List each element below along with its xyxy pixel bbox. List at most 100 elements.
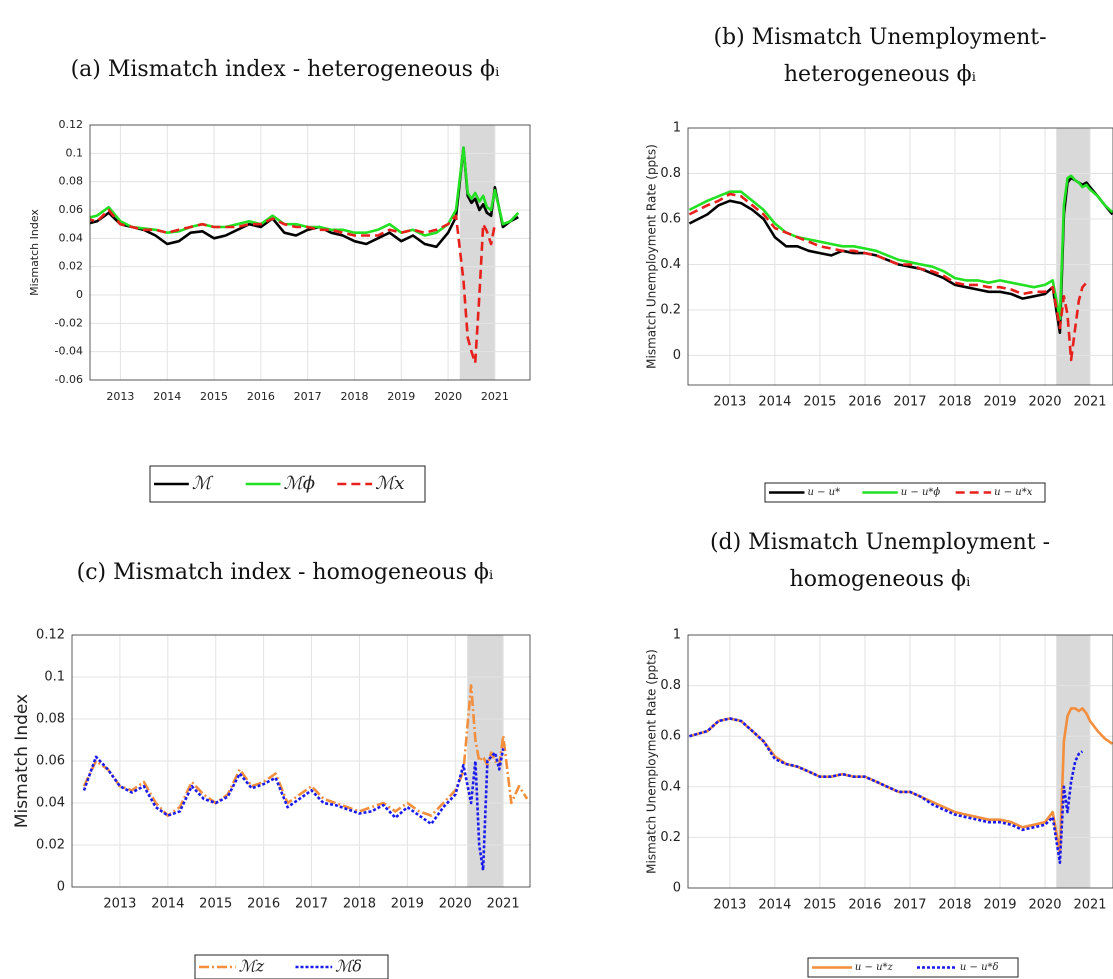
chart-panel: (a) Mismatch index - heterogeneous ϕᵢ -0.… bbox=[28, 57, 531, 503]
y-tick-label: 1 bbox=[673, 628, 681, 643]
legend-label: ℳz bbox=[239, 957, 265, 976]
chart-title: (a) Mismatch index - heterogeneous ϕᵢ bbox=[71, 57, 500, 82]
series-line bbox=[82, 748, 505, 872]
y-tick-label: 0.02 bbox=[59, 260, 84, 273]
x-tick-label: 2017 bbox=[294, 390, 322, 403]
y-tick-label: 0.08 bbox=[36, 712, 65, 727]
x-tick-label: 2019 bbox=[983, 395, 1016, 410]
y-tick-label: 0.12 bbox=[36, 628, 65, 643]
legend-label: ℳδ bbox=[335, 957, 362, 976]
plot-area bbox=[688, 128, 1113, 385]
y-tick-label: 0 bbox=[76, 288, 83, 301]
y-axis-label: Mismatch Unemployment Rate (ppts) bbox=[645, 144, 659, 369]
legend-label: ℳ bbox=[192, 473, 214, 494]
x-tick-label: 2017 bbox=[893, 898, 926, 913]
x-tick-label: 2020 bbox=[439, 897, 472, 912]
y-tick-label: 0 bbox=[673, 881, 681, 896]
x-tick-label: 2017 bbox=[893, 395, 926, 410]
x-tick-label: 2015 bbox=[200, 390, 228, 403]
x-tick-label: 2014 bbox=[151, 897, 184, 912]
series-line bbox=[689, 717, 1084, 864]
legend-label: ℳx bbox=[375, 473, 404, 494]
x-tick-label: 2018 bbox=[340, 390, 368, 403]
y-tick-label: -0.02 bbox=[55, 316, 83, 329]
x-tick-label: 2021 bbox=[487, 897, 520, 912]
plot-area bbox=[90, 125, 530, 380]
legend-label: u − u*z bbox=[855, 962, 894, 973]
y-tick-label: 0.8 bbox=[660, 678, 681, 693]
y-tick-label: 0.12 bbox=[59, 118, 84, 131]
chart-title: heterogeneous ϕᵢ bbox=[784, 62, 977, 87]
x-tick-label: 2020 bbox=[1028, 898, 1061, 913]
chart-panel: (c) Mismatch index - homogeneous ϕᵢ 0 0.02… bbox=[12, 560, 531, 979]
y-tick-label: 0.02 bbox=[36, 838, 65, 853]
x-tick-label: 2016 bbox=[848, 898, 881, 913]
x-tick-label: 2021 bbox=[1073, 395, 1106, 410]
x-tick-label: 2014 bbox=[758, 898, 791, 913]
x-tick-label: 2013 bbox=[106, 390, 134, 403]
y-tick-label: 0.2 bbox=[660, 830, 681, 845]
x-tick-label: 2020 bbox=[1028, 395, 1061, 410]
y-tick-label: 0 bbox=[57, 880, 65, 895]
x-tick-label: 2016 bbox=[848, 395, 881, 410]
x-tick-label: 2020 bbox=[434, 390, 462, 403]
plot-frame bbox=[71, 634, 531, 888]
x-tick-label: 2016 bbox=[247, 897, 280, 912]
series-line bbox=[90, 208, 497, 365]
x-tick-label: 2018 bbox=[938, 395, 971, 410]
plot-area bbox=[688, 635, 1113, 888]
y-tick-label: 0.06 bbox=[36, 754, 65, 769]
y-tick-label: 0.04 bbox=[59, 231, 84, 244]
x-tick-label: 2015 bbox=[803, 395, 836, 410]
legend-label: u − u*δ bbox=[960, 962, 999, 973]
y-tick-label: 0.8 bbox=[660, 166, 681, 181]
y-axis-label: Mismatch Index bbox=[12, 694, 32, 828]
chart-title: homogeneous ϕᵢ bbox=[790, 567, 972, 592]
chart-panel: (b) Mismatch Unemployment-heterogeneous … bbox=[645, 25, 1113, 503]
y-tick-label: 0.6 bbox=[660, 211, 681, 226]
x-tick-label: 2013 bbox=[103, 897, 136, 912]
series-line bbox=[688, 174, 1113, 321]
x-tick-label: 2013 bbox=[713, 898, 746, 913]
x-tick-label: 2014 bbox=[153, 390, 181, 403]
y-tick-label: 0.06 bbox=[59, 203, 84, 216]
x-tick-label: 2016 bbox=[247, 390, 275, 403]
legend-label: u − u*x bbox=[994, 487, 1033, 498]
legend-box bbox=[194, 954, 389, 979]
plot-frame bbox=[687, 127, 1113, 386]
y-tick-label: 0.1 bbox=[44, 670, 65, 685]
y-tick-label: -0.04 bbox=[55, 345, 83, 358]
chart-panel: (d) Mismatch Unemployment - homogeneous ϕ… bbox=[645, 530, 1113, 978]
legend-label: u − u*ϕ bbox=[901, 487, 941, 498]
x-tick-label: 2014 bbox=[758, 395, 791, 410]
series-line bbox=[688, 192, 1088, 362]
y-tick-label: 0.1 bbox=[66, 146, 84, 159]
series-line bbox=[689, 707, 1113, 854]
x-tick-label: 2021 bbox=[481, 390, 509, 403]
chart-title: (d) Mismatch Unemployment - bbox=[710, 530, 1050, 555]
y-tick-label: 0.08 bbox=[59, 175, 84, 188]
legend-label: ℳϕ bbox=[284, 473, 316, 494]
x-tick-label: 2015 bbox=[199, 897, 232, 912]
y-tick-label: 0.04 bbox=[36, 796, 65, 811]
y-tick-label: 0.2 bbox=[660, 302, 681, 317]
y-tick-label: 1 bbox=[673, 121, 681, 136]
x-tick-label: 2021 bbox=[1073, 898, 1106, 913]
chart-title: (b) Mismatch Unemployment- bbox=[713, 25, 1046, 50]
y-axis-label: Mismatch Unemployment Rate (ppts) bbox=[645, 649, 659, 874]
legend-box bbox=[149, 465, 426, 503]
plot-frame bbox=[687, 634, 1113, 889]
y-tick-label: 0.6 bbox=[660, 729, 681, 744]
x-tick-label: 2015 bbox=[803, 898, 836, 913]
x-tick-label: 2019 bbox=[391, 897, 424, 912]
chart-title: (c) Mismatch index - homogeneous ϕᵢ bbox=[77, 560, 494, 585]
y-tick-label: 0 bbox=[673, 348, 681, 363]
x-tick-label: 2018 bbox=[343, 897, 376, 912]
legend-box bbox=[807, 957, 1019, 978]
x-tick-label: 2019 bbox=[983, 898, 1016, 913]
y-tick-label: -0.06 bbox=[55, 373, 83, 386]
series-line bbox=[82, 684, 529, 817]
series-line bbox=[90, 146, 519, 249]
